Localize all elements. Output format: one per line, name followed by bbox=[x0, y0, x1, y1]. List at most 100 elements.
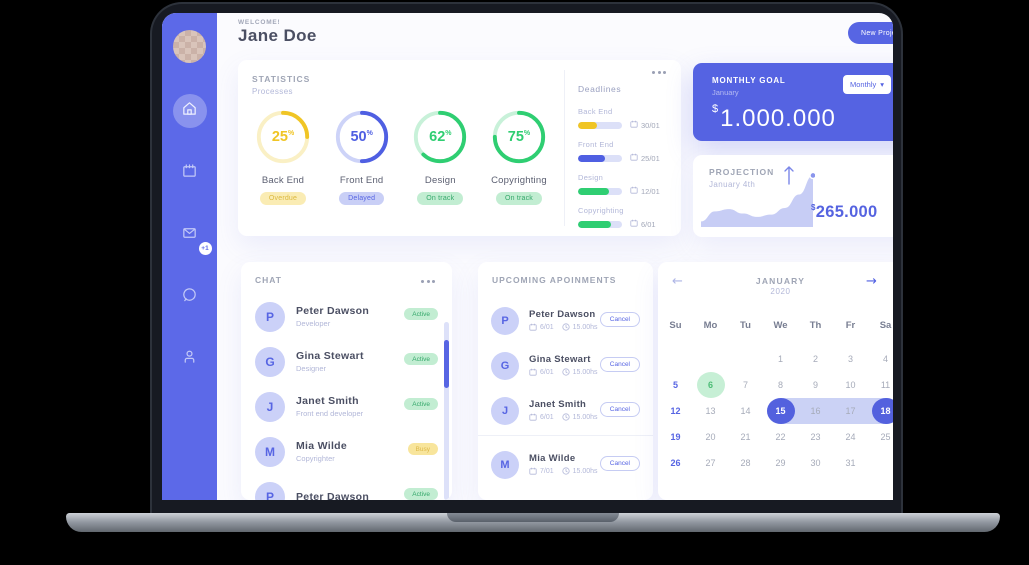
calendar-day[interactable]: 8 bbox=[777, 380, 783, 390]
progress-fill bbox=[578, 154, 605, 162]
calendar-icon bbox=[181, 162, 198, 184]
calendar-day[interactable]: 10 bbox=[845, 380, 856, 390]
appointments-title: UPCOMING APOINMENTS bbox=[492, 275, 617, 285]
calendar-day[interactable]: 28 bbox=[740, 458, 751, 468]
deadline-item: Front End 25/01 bbox=[578, 140, 669, 163]
appointment-date: 6/01 bbox=[540, 414, 554, 421]
calendar-day[interactable]: 26 bbox=[670, 458, 681, 468]
appointment-info: Janet Smith 6/01 15.00hs bbox=[529, 399, 598, 423]
appointment-time: 15.00hs bbox=[572, 468, 598, 475]
scrollbar-thumb[interactable] bbox=[444, 340, 449, 388]
calendar-day[interactable]: 4 bbox=[882, 354, 888, 364]
calendar-day[interactable]: 3 bbox=[847, 354, 853, 364]
chevron-down-icon: ▾ bbox=[880, 80, 885, 89]
clock-icon bbox=[562, 322, 570, 333]
donut-percent: 50% bbox=[333, 108, 391, 166]
calendar-day[interactable]: 24 bbox=[845, 432, 856, 442]
calendar-day[interactable]: 5 bbox=[672, 380, 678, 390]
projection-title: PROJECTION bbox=[709, 167, 775, 177]
avatar: G bbox=[491, 351, 519, 380]
calendar-day[interactable]: 13 bbox=[705, 406, 716, 416]
dashboard-screen: +1 WELCOME! Jane Doe New Project STATIST… bbox=[162, 13, 893, 500]
deadline-date-text: 6/01 bbox=[641, 219, 656, 229]
calendar-day[interactable]: 31 bbox=[845, 458, 856, 468]
donut-chart: 50% bbox=[333, 108, 391, 166]
chat-list-item[interactable]: G Gina Stewart Designer Active bbox=[255, 339, 438, 384]
calendar-day[interactable]: 27 bbox=[705, 458, 716, 468]
avatar: M bbox=[255, 436, 285, 467]
status-badge: On track bbox=[495, 192, 542, 205]
process-donuts: 25% Back End Overdue 50% Front End Delayed 6… bbox=[238, 108, 564, 205]
sidebar-item-calendar[interactable] bbox=[173, 156, 207, 190]
calendar-day[interactable]: 23 bbox=[810, 432, 821, 442]
cancel-button[interactable]: Cancel bbox=[599, 357, 640, 372]
home-icon bbox=[181, 100, 198, 122]
ellipsis-icon[interactable] bbox=[649, 68, 669, 77]
percent-unit: % bbox=[366, 130, 373, 137]
scrollbar-track[interactable] bbox=[444, 322, 449, 500]
calendar-day[interactable]: 25 bbox=[880, 432, 891, 442]
calendar-day[interactable]: 6 bbox=[696, 372, 725, 398]
calendar-day[interactable]: 16 bbox=[810, 406, 821, 416]
currency-symbol: $ bbox=[712, 103, 720, 115]
deadline-progress-row: 6/01 bbox=[578, 219, 669, 229]
calendar-day[interactable]: 2 bbox=[812, 354, 818, 364]
chat-list-item[interactable]: P Peter Dawson Active bbox=[255, 474, 438, 500]
avatar: P bbox=[255, 481, 285, 500]
cancel-button[interactable]: Cancel bbox=[599, 456, 640, 471]
cancel-button[interactable]: Cancel bbox=[599, 402, 640, 417]
calendar-icon bbox=[630, 153, 638, 163]
calendar-day[interactable]: 22 bbox=[775, 432, 786, 442]
ellipsis-icon[interactable] bbox=[418, 277, 438, 286]
chat-contact-info: Peter Dawson bbox=[296, 491, 369, 501]
calendar-icon bbox=[529, 467, 537, 477]
calendar-day[interactable]: 1 bbox=[777, 354, 783, 364]
page-title-username: Jane Doe bbox=[238, 26, 317, 45]
calendar-next-arrow-icon[interactable]: → bbox=[866, 274, 877, 289]
contact-name: Mia Wilde bbox=[529, 452, 576, 464]
period-selector[interactable]: Monthly ▾ bbox=[843, 75, 892, 94]
appointment-item: G Gina Stewart 6/01 15.00hs Cancel bbox=[491, 343, 640, 388]
appointment-info: Gina Stewart 6/01 15.00hs bbox=[529, 354, 598, 378]
calendar-day[interactable]: 11 bbox=[880, 380, 891, 390]
calendar-day[interactable]: 20 bbox=[705, 432, 716, 442]
progress-bar bbox=[578, 121, 622, 129]
weekday-label: Mo bbox=[703, 320, 718, 331]
sidebar-item-profile[interactable] bbox=[173, 342, 207, 376]
calendar-day[interactable]: 29 bbox=[775, 458, 786, 468]
calendar-day[interactable]: 14 bbox=[740, 406, 751, 416]
calendar-day[interactable]: 30 bbox=[810, 458, 821, 468]
appointment-meta: 6/01 15.00hs bbox=[529, 322, 598, 333]
weekday-label: Th bbox=[809, 320, 822, 331]
percent-value: 50 bbox=[350, 129, 367, 145]
calendar-day[interactable]: 9 bbox=[812, 380, 818, 390]
calendar-day[interactable]: 12 bbox=[670, 406, 681, 416]
appointment-info: Peter Dawson 6/01 15.00hs bbox=[529, 309, 598, 333]
sidebar-item-chat[interactable] bbox=[173, 280, 207, 314]
calendar-day[interactable]: 18 bbox=[871, 398, 893, 424]
mail-icon bbox=[181, 224, 198, 246]
avatar[interactable] bbox=[173, 30, 206, 63]
sidebar-item-home[interactable] bbox=[172, 94, 207, 128]
progress-bar bbox=[578, 154, 622, 162]
new-project-button[interactable]: New Project bbox=[848, 22, 893, 44]
deadline-label: Front End bbox=[578, 140, 614, 149]
chat-list-item[interactable]: J Janet Smith Front end developer Active bbox=[255, 384, 438, 429]
deadlines-section: Deadlines Back End 30/01 Front End 25/01 Des… bbox=[564, 60, 681, 236]
percent-value: 75 bbox=[507, 129, 524, 145]
sidebar-item-mail[interactable]: +1 bbox=[173, 218, 212, 255]
appointment-date: 6/01 bbox=[540, 369, 554, 376]
cancel-button[interactable]: Cancel bbox=[599, 312, 640, 327]
calendar-day[interactable]: 17 bbox=[845, 406, 856, 416]
calendar-day[interactable]: 15 bbox=[766, 398, 795, 424]
calendar-day[interactable]: 21 bbox=[740, 432, 751, 442]
calendar-day[interactable]: 7 bbox=[742, 380, 748, 390]
calendar-day[interactable]: 19 bbox=[670, 432, 681, 442]
chat-list-item[interactable]: M Mia Wilde Copyrighter Busy bbox=[255, 429, 438, 474]
chat-list-item[interactable]: P Peter Dawson Developer Active bbox=[255, 294, 438, 339]
progress-bar bbox=[578, 187, 622, 195]
calendar-prev-arrow-icon[interactable]: ← bbox=[672, 274, 683, 289]
contact-name: Janet Smith bbox=[529, 398, 587, 410]
donut-percent: 62% bbox=[411, 108, 469, 166]
